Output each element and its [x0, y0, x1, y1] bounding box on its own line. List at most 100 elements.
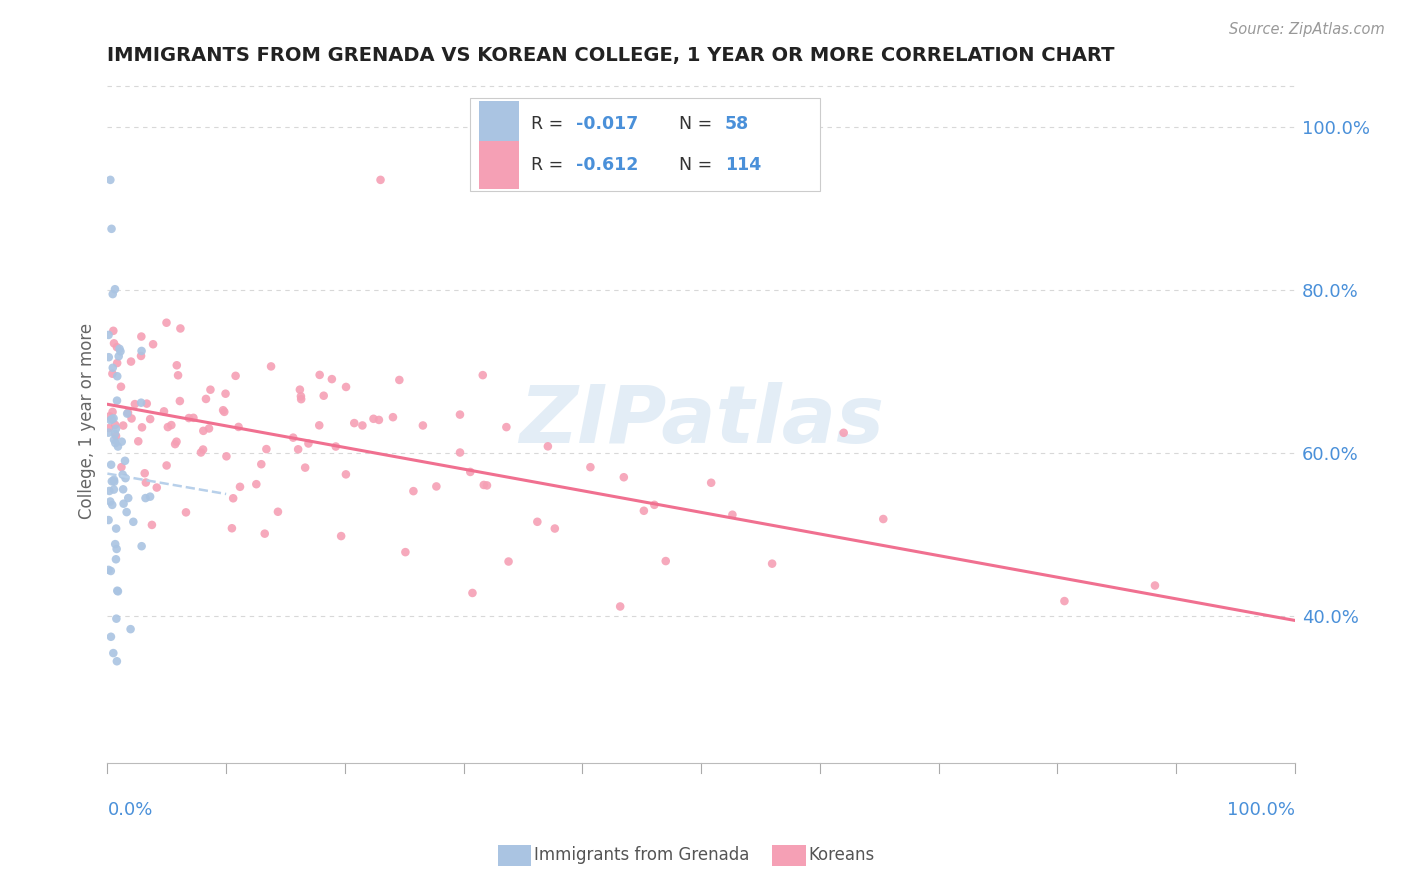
Point [321, 372, 343, 386]
Point [110, 380, 132, 394]
Point [127, 434, 149, 449]
Text: Source: ZipAtlas.com: Source: ZipAtlas.com [1229, 22, 1385, 37]
Point [183, 410, 205, 425]
Point [111, 467, 134, 482]
Point [215, 450, 238, 464]
Point [471, 368, 494, 383]
Point [111, 434, 134, 449]
Point [97, 350, 120, 364]
Point [139, 412, 162, 426]
Point [190, 445, 212, 459]
Point [308, 418, 330, 433]
Point [129, 395, 152, 409]
Point [145, 481, 167, 495]
Point [100, 413, 122, 427]
Point [104, 422, 127, 436]
Point [381, 410, 404, 425]
Point [110, 344, 132, 359]
Point [287, 442, 309, 457]
Point [156, 458, 179, 473]
Text: 114: 114 [725, 156, 761, 174]
Point [101, 360, 124, 375]
Text: N =: N = [668, 156, 717, 174]
Point [104, 282, 127, 296]
Text: -0.612: -0.612 [576, 156, 638, 174]
Point [155, 316, 177, 330]
Point [221, 521, 243, 535]
Point [112, 483, 135, 497]
Y-axis label: College, 1 year or more: College, 1 year or more [79, 323, 96, 518]
Text: Immigrants from Grenada: Immigrants from Grenada [534, 847, 749, 864]
Point [112, 418, 135, 433]
Point [115, 407, 138, 421]
Point [142, 337, 165, 351]
Point [194, 392, 217, 406]
Point [131, 343, 153, 358]
Point [121, 411, 143, 425]
Point [253, 526, 276, 541]
Point [177, 411, 200, 425]
Point [100, 630, 122, 644]
Point [308, 368, 330, 382]
Point [312, 389, 335, 403]
Point [117, 491, 139, 505]
Point [105, 612, 128, 626]
Point [103, 324, 125, 338]
Point [654, 554, 676, 568]
Text: R =: R = [531, 115, 569, 133]
Point [250, 457, 273, 471]
Point [104, 426, 127, 441]
Point [141, 517, 163, 532]
Point [97, 563, 120, 577]
Point [198, 421, 221, 435]
Point [498, 555, 520, 569]
Point [458, 465, 481, 479]
Point [135, 491, 157, 505]
Point [134, 467, 156, 481]
Point [98, 409, 121, 424]
Point [229, 480, 252, 494]
Point [131, 329, 153, 343]
Point [117, 406, 139, 420]
Point [412, 418, 434, 433]
Point [105, 429, 128, 443]
Point [97, 425, 120, 440]
Point [131, 539, 153, 553]
Point [101, 498, 124, 512]
Point [101, 287, 124, 301]
Point [97, 513, 120, 527]
Point [156, 420, 179, 434]
Point [526, 515, 548, 529]
FancyBboxPatch shape [479, 101, 519, 148]
Point [643, 498, 665, 512]
Point [104, 417, 127, 432]
Point [120, 354, 142, 368]
Point [370, 173, 392, 187]
Point [129, 349, 152, 363]
Point [107, 349, 129, 363]
Point [352, 418, 374, 433]
Point [104, 436, 127, 450]
Point [212, 403, 235, 417]
Point [832, 425, 855, 440]
Point [1053, 594, 1076, 608]
Point [114, 471, 136, 485]
Point [101, 405, 124, 419]
Point [872, 512, 894, 526]
Point [120, 622, 142, 636]
Point [214, 386, 236, 401]
Point [103, 483, 125, 497]
Point [135, 396, 157, 410]
Point [721, 508, 744, 522]
Point [100, 222, 122, 236]
FancyBboxPatch shape [470, 98, 820, 191]
Point [104, 552, 127, 566]
Point [135, 475, 157, 490]
Point [700, 475, 723, 490]
Point [169, 321, 191, 335]
Point [112, 497, 135, 511]
Point [98, 421, 121, 435]
Point [98, 483, 121, 498]
Point [98, 173, 121, 187]
Point [169, 394, 191, 409]
